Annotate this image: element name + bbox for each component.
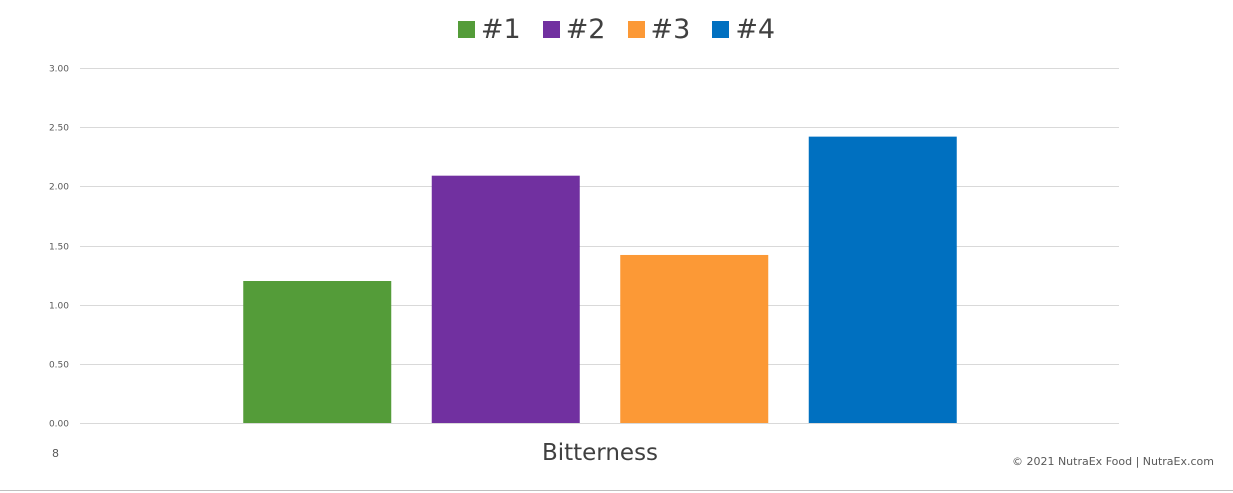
legend-swatch-2 <box>542 21 560 38</box>
category-axis-label: Bitterness <box>541 440 659 466</box>
legend-item-3: #3 <box>627 14 691 45</box>
bar-series-1 <box>243 281 392 423</box>
y-tick-label: 1.00 <box>49 302 69 312</box>
legend-swatch-1 <box>457 21 475 38</box>
gridlines <box>80 68 1119 424</box>
copyright-footer: © 2021 NutraEx Food | NutraEx.com <box>1011 455 1214 468</box>
bar-series-4 <box>808 136 957 423</box>
y-axis-tick-labels: 0.00 0.50 1.00 1.50 2.00 2.50 3.00 <box>49 65 69 430</box>
footer-divider <box>0 490 1233 491</box>
y-tick-label: 0.50 <box>49 361 69 371</box>
y-tick-label: 3.00 <box>49 65 69 75</box>
legend-swatch-3 <box>627 21 645 38</box>
y-tick-label: 0.00 <box>49 420 69 430</box>
legend-label-3: #3 <box>650 14 691 45</box>
y-tick-label: 2.00 <box>49 183 69 193</box>
legend-swatch-4 <box>712 21 730 38</box>
y-tick-label: 1.50 <box>49 243 69 253</box>
legend-label-2: #2 <box>565 14 606 45</box>
legend: #1 #2 #3 #4 <box>0 14 1233 45</box>
bars <box>243 136 957 423</box>
y-tick-label: 2.50 <box>49 124 69 134</box>
bar-series-2 <box>431 175 580 423</box>
bar-series-3 <box>620 254 769 423</box>
legend-item-2: #2 <box>542 14 606 45</box>
legend-item-1: #1 <box>457 14 521 45</box>
legend-item-4: #4 <box>712 14 775 45</box>
legend-label-4: #4 <box>735 14 776 45</box>
legend-label-1: #1 <box>480 14 521 45</box>
page-number: 8 <box>52 447 59 460</box>
